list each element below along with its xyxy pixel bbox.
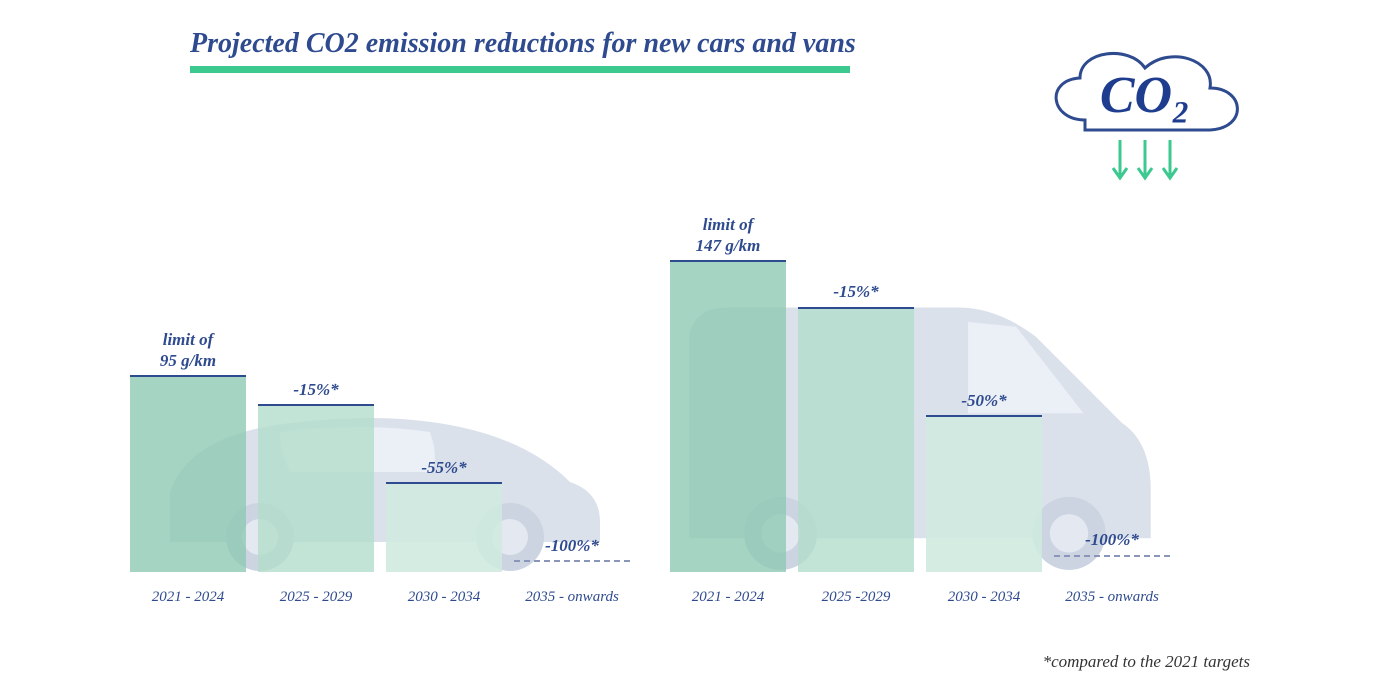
cars-bar-rect-3 <box>514 562 630 572</box>
vans-bar-rect-2 <box>926 417 1042 572</box>
vans-x-label-1: 2025 -2029 <box>798 589 914 606</box>
vans-bar-rect-1 <box>798 309 914 573</box>
title-underline <box>190 66 850 73</box>
cars-x-label-2: 2030 - 2034 <box>386 589 502 606</box>
cars-bar-rect-0 <box>130 377 246 572</box>
vans-bar-2: -50%* <box>926 391 1042 572</box>
cars-bar-rect-2 <box>386 484 502 572</box>
cars-bar-label-3: -100%* <box>545 536 599 556</box>
footnote: *compared to the 2021 targets <box>1043 652 1250 672</box>
cars-bar-3: -100%* <box>514 536 630 572</box>
vans-bar-3: -100%* <box>1054 530 1170 572</box>
vans-bar-rect-3 <box>1054 557 1170 573</box>
vans-x-label-3: 2035 - onwards <box>1054 589 1170 606</box>
vans-x-label-2: 2030 - 2034 <box>926 589 1042 606</box>
vans-x-labels: 2021 - 2024 2025 -2029 2030 - 2034 2035 - o… <box>670 589 1170 606</box>
chart-title: Projected CO2 emission reductions for ne… <box>190 28 856 64</box>
cars-bar-2: -55%* <box>386 458 502 572</box>
vans-bar-rect-0 <box>670 262 786 572</box>
vans-bar-label-1: -15%* <box>833 282 878 302</box>
chart-area: limit of 95 g/km -15%* -55%* -100%* 2021 - … <box>130 150 1210 620</box>
cars-bar-1: -15%* <box>258 380 374 572</box>
vans-bars: limit of 147 g/km-15%*-50%*-100%* <box>670 257 1170 572</box>
title-block: Projected CO2 emission reductions for ne… <box>190 28 856 73</box>
vans-panel: limit of 147 g/km-15%*-50%*-100%* 2021 -… <box>670 257 1170 572</box>
cars-x-label-3: 2035 - onwards <box>514 589 630 606</box>
cars-x-label-1: 2025 - 2029 <box>258 589 374 606</box>
co2-text: CO₂ <box>1100 67 1190 124</box>
vans-bar-label-0: limit of 147 g/km <box>696 215 761 256</box>
cars-x-labels: 2021 - 2024 2025 - 2029 2030 - 2034 2035 - … <box>130 589 630 606</box>
vans-bar-0: limit of 147 g/km <box>670 215 786 572</box>
cars-bars: limit of 95 g/km-15%*-55%*-100%* <box>130 372 630 572</box>
vans-bar-label-2: -50%* <box>961 391 1006 411</box>
vans-bar-label-3: -100%* <box>1085 530 1139 550</box>
cars-bar-label-1: -15%* <box>293 380 338 400</box>
cars-x-label-0: 2021 - 2024 <box>130 589 246 606</box>
cars-bar-0: limit of 95 g/km <box>130 330 246 572</box>
vans-x-label-0: 2021 - 2024 <box>670 589 786 606</box>
cars-bar-label-0: limit of 95 g/km <box>160 330 216 371</box>
cars-bar-label-2: -55%* <box>421 458 466 478</box>
cars-panel: limit of 95 g/km-15%*-55%*-100%* 2021 - … <box>130 372 630 572</box>
cars-bar-rect-1 <box>258 406 374 572</box>
vans-bar-1: -15%* <box>798 282 914 572</box>
